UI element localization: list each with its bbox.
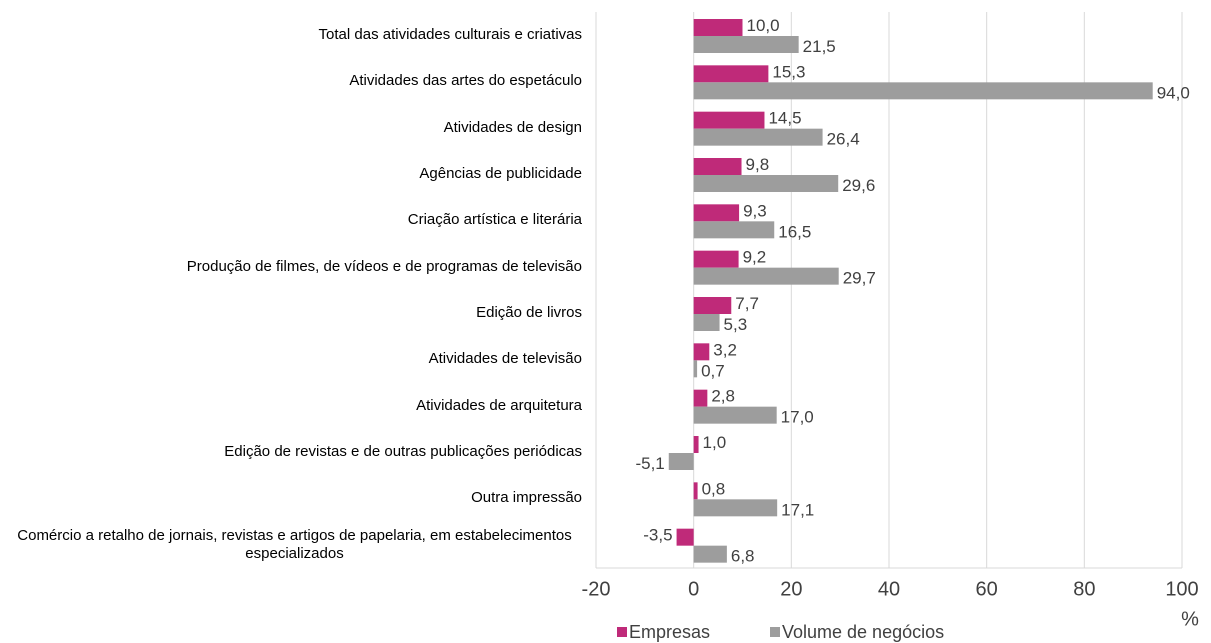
value-label: 17,0 — [781, 408, 814, 427]
value-label: 3,2 — [713, 340, 737, 359]
category-text: Atividades de design — [443, 118, 582, 136]
value-label: 0,7 — [701, 361, 725, 380]
bar — [693, 389, 708, 407]
bar — [693, 65, 769, 83]
category-label: Atividades de arquitetura — [0, 383, 582, 429]
bar — [693, 250, 739, 268]
value-label: 16,5 — [778, 222, 811, 241]
value-label: 9,3 — [743, 201, 767, 220]
bar — [676, 528, 694, 546]
bar — [693, 482, 698, 500]
legend-swatch — [770, 627, 780, 637]
bar — [693, 267, 839, 285]
category-label: Agências de publicidade — [0, 151, 582, 197]
bar — [693, 360, 698, 378]
category-text: Produção de filmes, de vídeos e de progr… — [186, 257, 582, 275]
legend-swatch — [617, 627, 627, 637]
bar — [693, 128, 823, 146]
bar — [693, 406, 777, 424]
bar — [693, 19, 743, 36]
bar — [693, 36, 799, 53]
bar — [693, 545, 727, 563]
value-label: -5,1 — [635, 454, 664, 473]
category-label: Atividades de televisão — [0, 336, 582, 382]
x-tick-label: 60 — [976, 578, 998, 600]
bar — [693, 204, 740, 222]
value-label: 1,0 — [703, 433, 727, 452]
bar — [668, 453, 694, 470]
bar — [693, 82, 1153, 100]
category-label: Outra impressão — [0, 475, 582, 521]
value-label: 26,4 — [827, 130, 860, 149]
value-label: 14,5 — [768, 109, 801, 128]
category-text: Edição de revistas e de outras publicaçõ… — [224, 443, 582, 461]
value-label: 29,6 — [842, 176, 875, 195]
category-text: Atividades de televisão — [428, 350, 582, 368]
x-tick-label: 100 — [1165, 578, 1198, 600]
category-label: Total das atividades culturais e criativ… — [0, 12, 582, 58]
bar — [693, 436, 699, 453]
category-text: Agências de publicidade — [419, 165, 582, 183]
value-label: 5,3 — [724, 315, 748, 334]
value-label: 7,7 — [735, 294, 759, 313]
value-label: 21,5 — [803, 37, 836, 56]
x-tick-label: 80 — [1073, 578, 1095, 600]
bar — [693, 221, 775, 239]
value-label: -3,5 — [643, 526, 672, 545]
category-text: Atividades de arquitetura — [416, 396, 582, 414]
value-label: 2,8 — [711, 387, 735, 406]
legend-label: Empresas — [629, 622, 710, 642]
value-label: 94,0 — [1157, 83, 1190, 102]
x-tick-label: 40 — [878, 578, 900, 600]
value-label: 15,3 — [772, 62, 805, 81]
category-label: Atividades de design — [0, 105, 582, 151]
value-label: 9,2 — [743, 248, 767, 267]
bar — [693, 343, 710, 361]
bar — [693, 175, 839, 192]
value-label: 17,1 — [781, 500, 814, 519]
category-text: Edição de livros — [476, 304, 582, 322]
category-text: Total das atividades culturais e criativ… — [318, 26, 582, 44]
category-text: Criação artística e literária — [407, 211, 582, 229]
category-text: Atividades das artes do espetáculo — [349, 72, 582, 90]
x-tick-label: 20 — [780, 578, 802, 600]
x-tick-label: 0 — [688, 578, 699, 600]
legend-label: Volume de negócios — [782, 622, 944, 642]
category-label: Produção de filmes, de vídeos e de progr… — [0, 244, 582, 290]
bar — [693, 297, 732, 314]
bar — [693, 111, 765, 129]
category-text: Comércio a retalho de jornais, revistas … — [17, 526, 572, 562]
value-label: 0,8 — [702, 479, 726, 498]
category-text: Outra impressão — [471, 489, 582, 507]
category-label: Edição de livros — [0, 290, 582, 336]
x-tick-label: -20 — [582, 578, 611, 600]
bar — [693, 314, 720, 331]
category-label: Edição de revistas e de outras publicaçõ… — [0, 429, 582, 475]
category-label: Comércio a retalho de jornais, revistas … — [0, 522, 582, 568]
category-label: Criação artística e literária — [0, 197, 582, 243]
value-label: 10,0 — [747, 16, 780, 35]
bar — [693, 499, 778, 517]
category-label: Atividades das artes do espetáculo — [0, 58, 582, 104]
value-label: 9,8 — [746, 155, 770, 174]
x-axis-label: % — [1181, 608, 1199, 630]
value-label: 29,7 — [843, 269, 876, 288]
bar — [693, 158, 742, 175]
value-label: 6,8 — [731, 547, 755, 566]
